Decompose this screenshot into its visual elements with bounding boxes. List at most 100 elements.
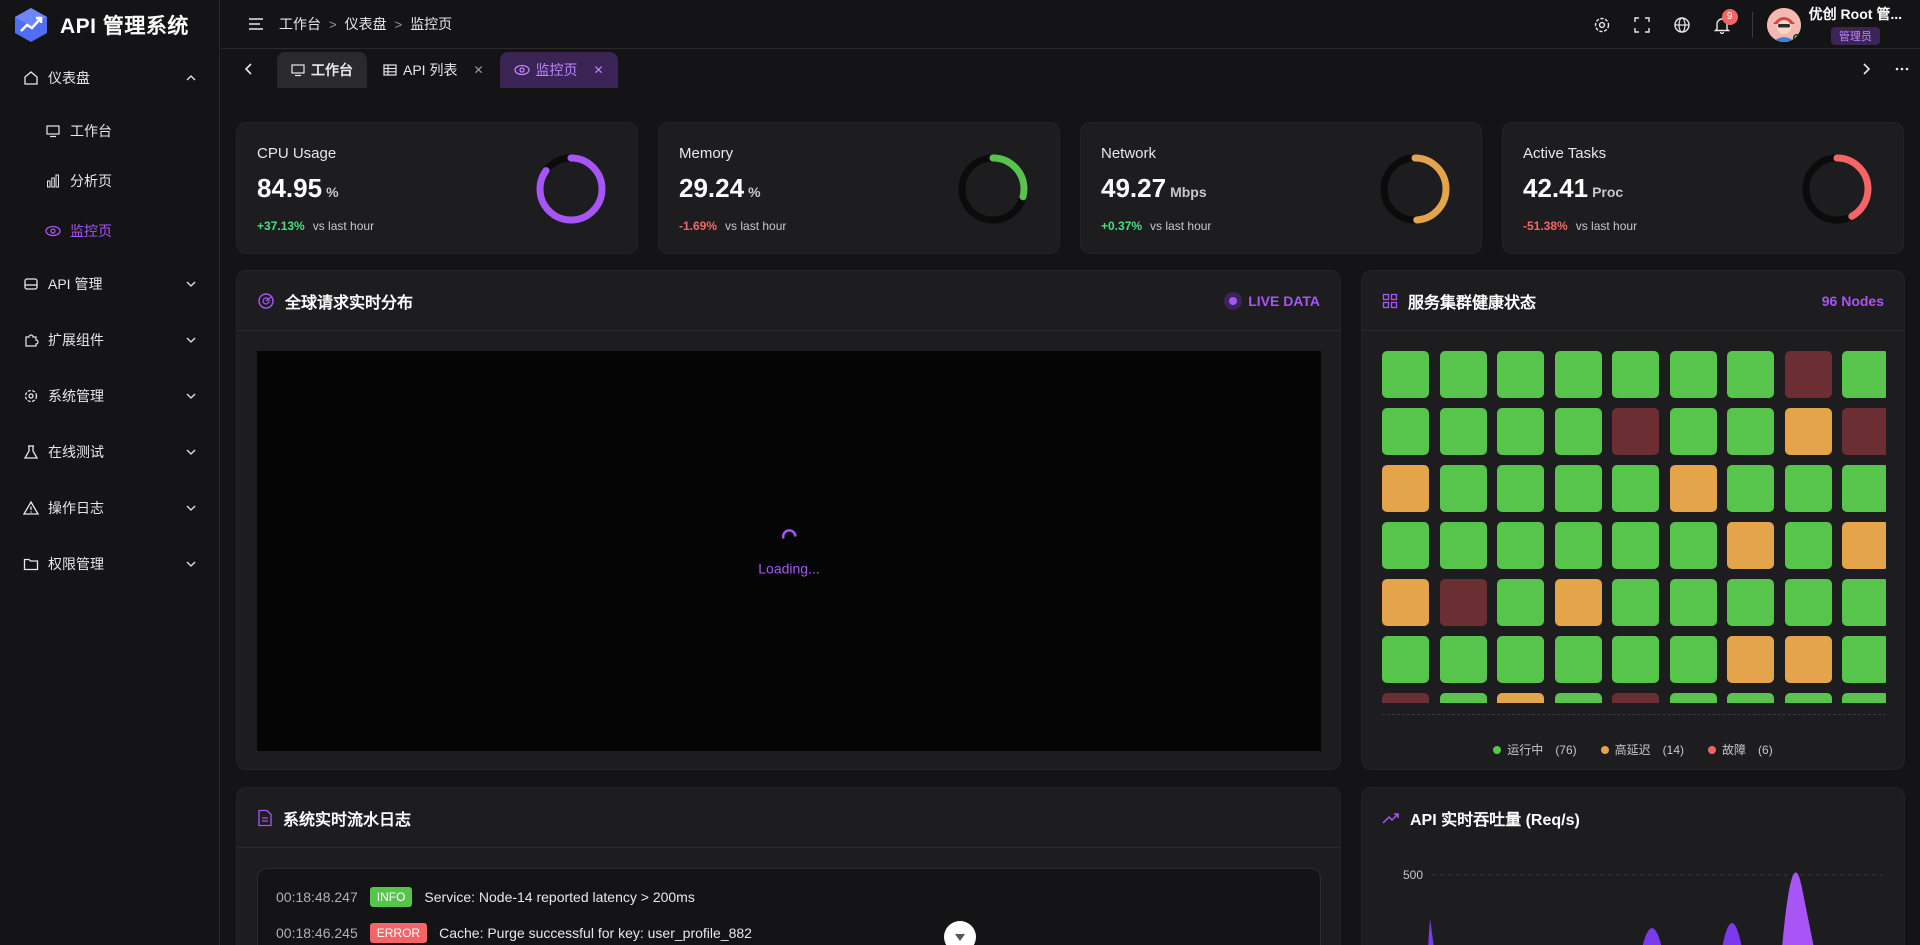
sidebar-item-analysis[interactable]: 分析页 (0, 156, 219, 206)
cluster-node[interactable] (1382, 351, 1429, 398)
cluster-node[interactable] (1612, 465, 1659, 512)
tabs-scroll-left-button[interactable] (231, 51, 267, 87)
cluster-node[interactable] (1727, 636, 1774, 683)
cluster-node[interactable] (1382, 408, 1429, 455)
cluster-node[interactable] (1439, 465, 1487, 512)
scroll-down-button[interactable] (944, 921, 976, 945)
cluster-node[interactable] (1439, 636, 1487, 683)
cluster-node[interactable] (1669, 408, 1717, 455)
sidebar-item-monitor[interactable]: 监控页 (0, 206, 219, 256)
stat-label: CPU Usage (257, 145, 337, 162)
map-canvas[interactable]: Loading... (257, 351, 1321, 751)
cluster-node[interactable] (1439, 522, 1487, 569)
user-menu[interactable]: 优创 Root 管... 管理员 (1766, 4, 1920, 45)
cluster-node[interactable] (1612, 693, 1659, 703)
more-horizontal-icon (1895, 67, 1909, 71)
cluster-node[interactable] (1842, 351, 1886, 398)
sidebar-item-permissions[interactable]: 权限管理 (0, 536, 219, 592)
breadcrumb-item[interactable]: 工作台 (279, 16, 321, 32)
tab-monitor[interactable]: 监控页 ✕ (499, 52, 618, 88)
cluster-node[interactable] (1842, 579, 1886, 626)
cluster-node[interactable] (1382, 636, 1429, 683)
tabs-more-button[interactable] (1884, 51, 1920, 87)
cluster-node[interactable] (1669, 636, 1717, 683)
cluster-node[interactable] (1784, 408, 1832, 455)
cluster-node[interactable] (1554, 522, 1602, 569)
cluster-node[interactable] (1784, 693, 1832, 703)
tabs-scroll-right-button[interactable] (1848, 51, 1884, 87)
cluster-node[interactable] (1382, 579, 1429, 626)
cluster-node[interactable] (1612, 579, 1659, 626)
sidebar-item-workbench[interactable]: 工作台 (0, 106, 219, 156)
stat-card-memory: Memory 29.24% -1.69% vs last hour (658, 122, 1060, 254)
cluster-node[interactable] (1554, 693, 1602, 703)
cluster-node[interactable] (1727, 579, 1774, 626)
cluster-node[interactable] (1727, 465, 1774, 512)
status-dot (1600, 745, 1609, 754)
cluster-node[interactable] (1842, 408, 1886, 455)
cluster-node[interactable] (1669, 693, 1717, 703)
sidebar-item-online-test[interactable]: 在线测试 (0, 424, 219, 480)
stat-label: Network (1101, 145, 1157, 162)
cluster-node[interactable] (1727, 408, 1774, 455)
cluster-node[interactable] (1439, 693, 1487, 703)
cluster-node[interactable] (1784, 351, 1832, 398)
cluster-node[interactable] (1784, 465, 1832, 512)
sidebar-item-logs[interactable]: 操作日志 (0, 480, 219, 536)
cluster-node[interactable] (1784, 522, 1832, 569)
cluster-node[interactable] (1439, 408, 1487, 455)
cluster-node[interactable] (1439, 579, 1487, 626)
cluster-node[interactable] (1439, 351, 1487, 398)
cluster-node[interactable] (1554, 408, 1602, 455)
sidebar-item-api[interactable]: API 管理 (0, 256, 219, 312)
cluster-node[interactable] (1727, 351, 1774, 398)
cluster-node[interactable] (1612, 408, 1659, 455)
cluster-node[interactable] (1669, 522, 1717, 569)
cluster-node[interactable] (1554, 351, 1602, 398)
tab-api-list[interactable]: API 列表 ✕ (369, 52, 498, 88)
cluster-node[interactable] (1612, 351, 1659, 398)
cluster-node[interactable] (1554, 579, 1602, 626)
cluster-node[interactable] (1497, 636, 1544, 683)
cluster-node[interactable] (1382, 465, 1429, 512)
cluster-node[interactable] (1842, 636, 1886, 683)
menu-toggle-icon[interactable] (247, 15, 265, 33)
cluster-node[interactable] (1497, 522, 1544, 569)
cluster-node[interactable] (1842, 693, 1886, 703)
cluster-node[interactable] (1554, 636, 1602, 683)
cluster-node[interactable] (1497, 579, 1544, 626)
cluster-node[interactable] (1497, 351, 1544, 398)
cluster-node[interactable] (1382, 693, 1429, 703)
node-grid-viewport[interactable] (1382, 351, 1886, 703)
cluster-node[interactable] (1612, 522, 1659, 569)
cluster-node[interactable] (1727, 693, 1774, 703)
sidebar-item-dashboard[interactable]: 仪表盘 (0, 50, 219, 106)
log-stream[interactable]: 00:18:48.247 INFO Service: Node-14 repor… (257, 868, 1321, 945)
cluster-node[interactable] (1842, 522, 1886, 569)
brand[interactable]: API 管理系统 (0, 0, 219, 50)
cluster-node[interactable] (1784, 636, 1832, 683)
cluster-node[interactable] (1497, 693, 1544, 703)
fullscreen-button[interactable] (1622, 5, 1662, 45)
cluster-node[interactable] (1382, 522, 1429, 569)
breadcrumb-item[interactable]: 仪表盘 (344, 16, 387, 32)
cluster-node[interactable] (1669, 351, 1717, 398)
notifications-button[interactable]: 9 (1702, 5, 1742, 45)
close-icon[interactable]: ✕ (473, 63, 484, 77)
cluster-node[interactable] (1669, 579, 1717, 626)
sidebar-item-extensions[interactable]: 扩展组件 (0, 312, 219, 368)
cluster-node[interactable] (1497, 408, 1544, 455)
cluster-node[interactable] (1554, 465, 1602, 512)
language-button[interactable] (1662, 5, 1702, 45)
sidebar-item-system[interactable]: 系统管理 (0, 368, 219, 424)
tab-workbench[interactable]: 工作台 (277, 52, 367, 88)
close-icon[interactable]: ✕ (593, 63, 604, 77)
cluster-node[interactable] (1842, 465, 1886, 512)
cluster-node[interactable] (1612, 636, 1659, 683)
cluster-node[interactable] (1727, 522, 1774, 569)
cluster-node[interactable] (1784, 579, 1832, 626)
chevron-right-icon (1863, 63, 1871, 75)
cluster-node[interactable] (1497, 465, 1544, 512)
cluster-node[interactable] (1669, 465, 1717, 512)
settings-button[interactable] (1582, 5, 1622, 45)
